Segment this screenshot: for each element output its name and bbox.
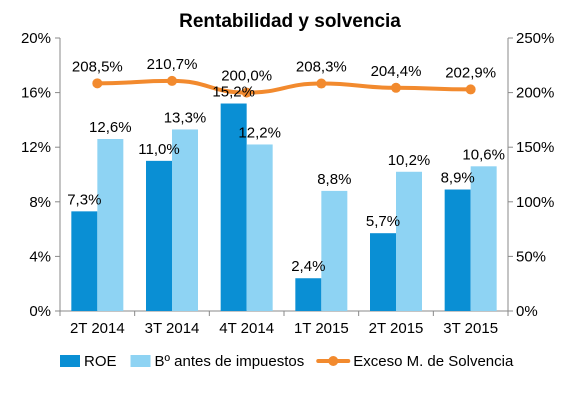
roe-bar xyxy=(370,233,396,311)
legend-swatch-profit xyxy=(130,355,151,367)
profit-bar xyxy=(321,190,348,311)
y-right-tick-label: 200% xyxy=(516,85,554,102)
chart-title: Rentabilidad y solvencia xyxy=(179,11,401,32)
profit-bar xyxy=(97,139,124,311)
profit-bar xyxy=(470,166,497,311)
roe-bar xyxy=(444,189,471,311)
solvency-data-label: 202,9% xyxy=(445,64,496,81)
solvency-data-label: 208,3% xyxy=(296,59,347,76)
y-left-tick-label: 4% xyxy=(29,248,51,265)
x-tick-label: 3T 2014 xyxy=(145,320,200,337)
x-tick-label: 2T 2014 xyxy=(70,320,125,337)
legend-label-solvency: Exceso M. de Solvencia xyxy=(353,353,514,370)
profit-data-label: 8,8% xyxy=(317,171,351,188)
x-tick-label: 2T 2015 xyxy=(369,320,424,337)
profit-data-label: 12,6% xyxy=(89,119,132,136)
roe-bar xyxy=(295,278,322,311)
y-left-tick-label: 0% xyxy=(29,303,51,320)
profit-data-label: 10,6% xyxy=(462,146,505,163)
solvency-data-label: 210,7% xyxy=(147,56,198,73)
legend-label-roe: ROE xyxy=(84,353,117,370)
solvency-point xyxy=(92,78,103,89)
legend: ROE Bº antes de impuestos Exceso M. de Sol… xyxy=(60,353,514,370)
solvency-data-label: 208,5% xyxy=(72,58,123,75)
legend-swatch-roe xyxy=(60,355,80,367)
profit-data-label: 13,3% xyxy=(164,109,207,126)
y-right-tick-label: 250% xyxy=(516,30,554,47)
bars xyxy=(71,103,497,312)
profit-data-label: 10,2% xyxy=(388,152,431,169)
solvency-line xyxy=(92,75,476,98)
y-right-tick-label: 150% xyxy=(516,139,554,156)
legend-label-profit: Bº antes de impuestos xyxy=(155,353,305,370)
solvency-data-label: 204,4% xyxy=(371,63,422,80)
y-left-tick-label: 20% xyxy=(21,30,51,47)
solvency-point xyxy=(391,82,401,93)
roe-bar xyxy=(220,103,247,312)
roe-data-label: 7,3% xyxy=(67,191,101,208)
profit-data-label: 12,2% xyxy=(238,124,281,141)
x-tick-label: 3T 2015 xyxy=(443,320,498,337)
roe-data-label: 2,4% xyxy=(291,258,325,275)
roe-bar xyxy=(146,160,172,311)
solvency-point xyxy=(167,75,177,86)
solvency-data-label: 200,0% xyxy=(221,68,272,85)
solvency-point xyxy=(241,87,252,98)
y-right-tick-label: 50% xyxy=(516,248,546,265)
y-left-tick-label: 8% xyxy=(29,194,51,211)
solvency-point xyxy=(316,78,327,89)
y-right-tick-label: 100% xyxy=(516,194,554,211)
profit-bar xyxy=(246,144,273,311)
roe-data-label: 5,7% xyxy=(366,213,400,230)
profit-bar xyxy=(172,129,198,311)
roe-data-label: 8,9% xyxy=(441,170,475,187)
roe-bar xyxy=(71,211,98,311)
data-labels: 7,3% 12,6% 11,0% 13,3% 15,2% 12,2% 2,4% 8,8% 5,7… xyxy=(67,56,505,275)
x-tick-label: 1T 2015 xyxy=(294,320,349,337)
profit-bar xyxy=(396,171,422,311)
x-tick-label: 4T 2014 xyxy=(219,320,274,337)
roe-data-label: 11,0% xyxy=(138,141,179,158)
roe-data-label: 15,2% xyxy=(212,84,255,101)
legend-swatch-marker xyxy=(328,356,339,366)
y-left-tick-label: 16% xyxy=(21,85,51,102)
y-left-tick-label: 12% xyxy=(21,139,51,156)
axes: 0% 4% 8% 12% 16% 20% 0% 50% 100% 150% 200% 250% 2T 2… xyxy=(21,30,554,337)
y-right-tick-label: 0% xyxy=(516,303,538,320)
solvency-point xyxy=(465,84,476,95)
solvency-line-path xyxy=(95,78,473,95)
